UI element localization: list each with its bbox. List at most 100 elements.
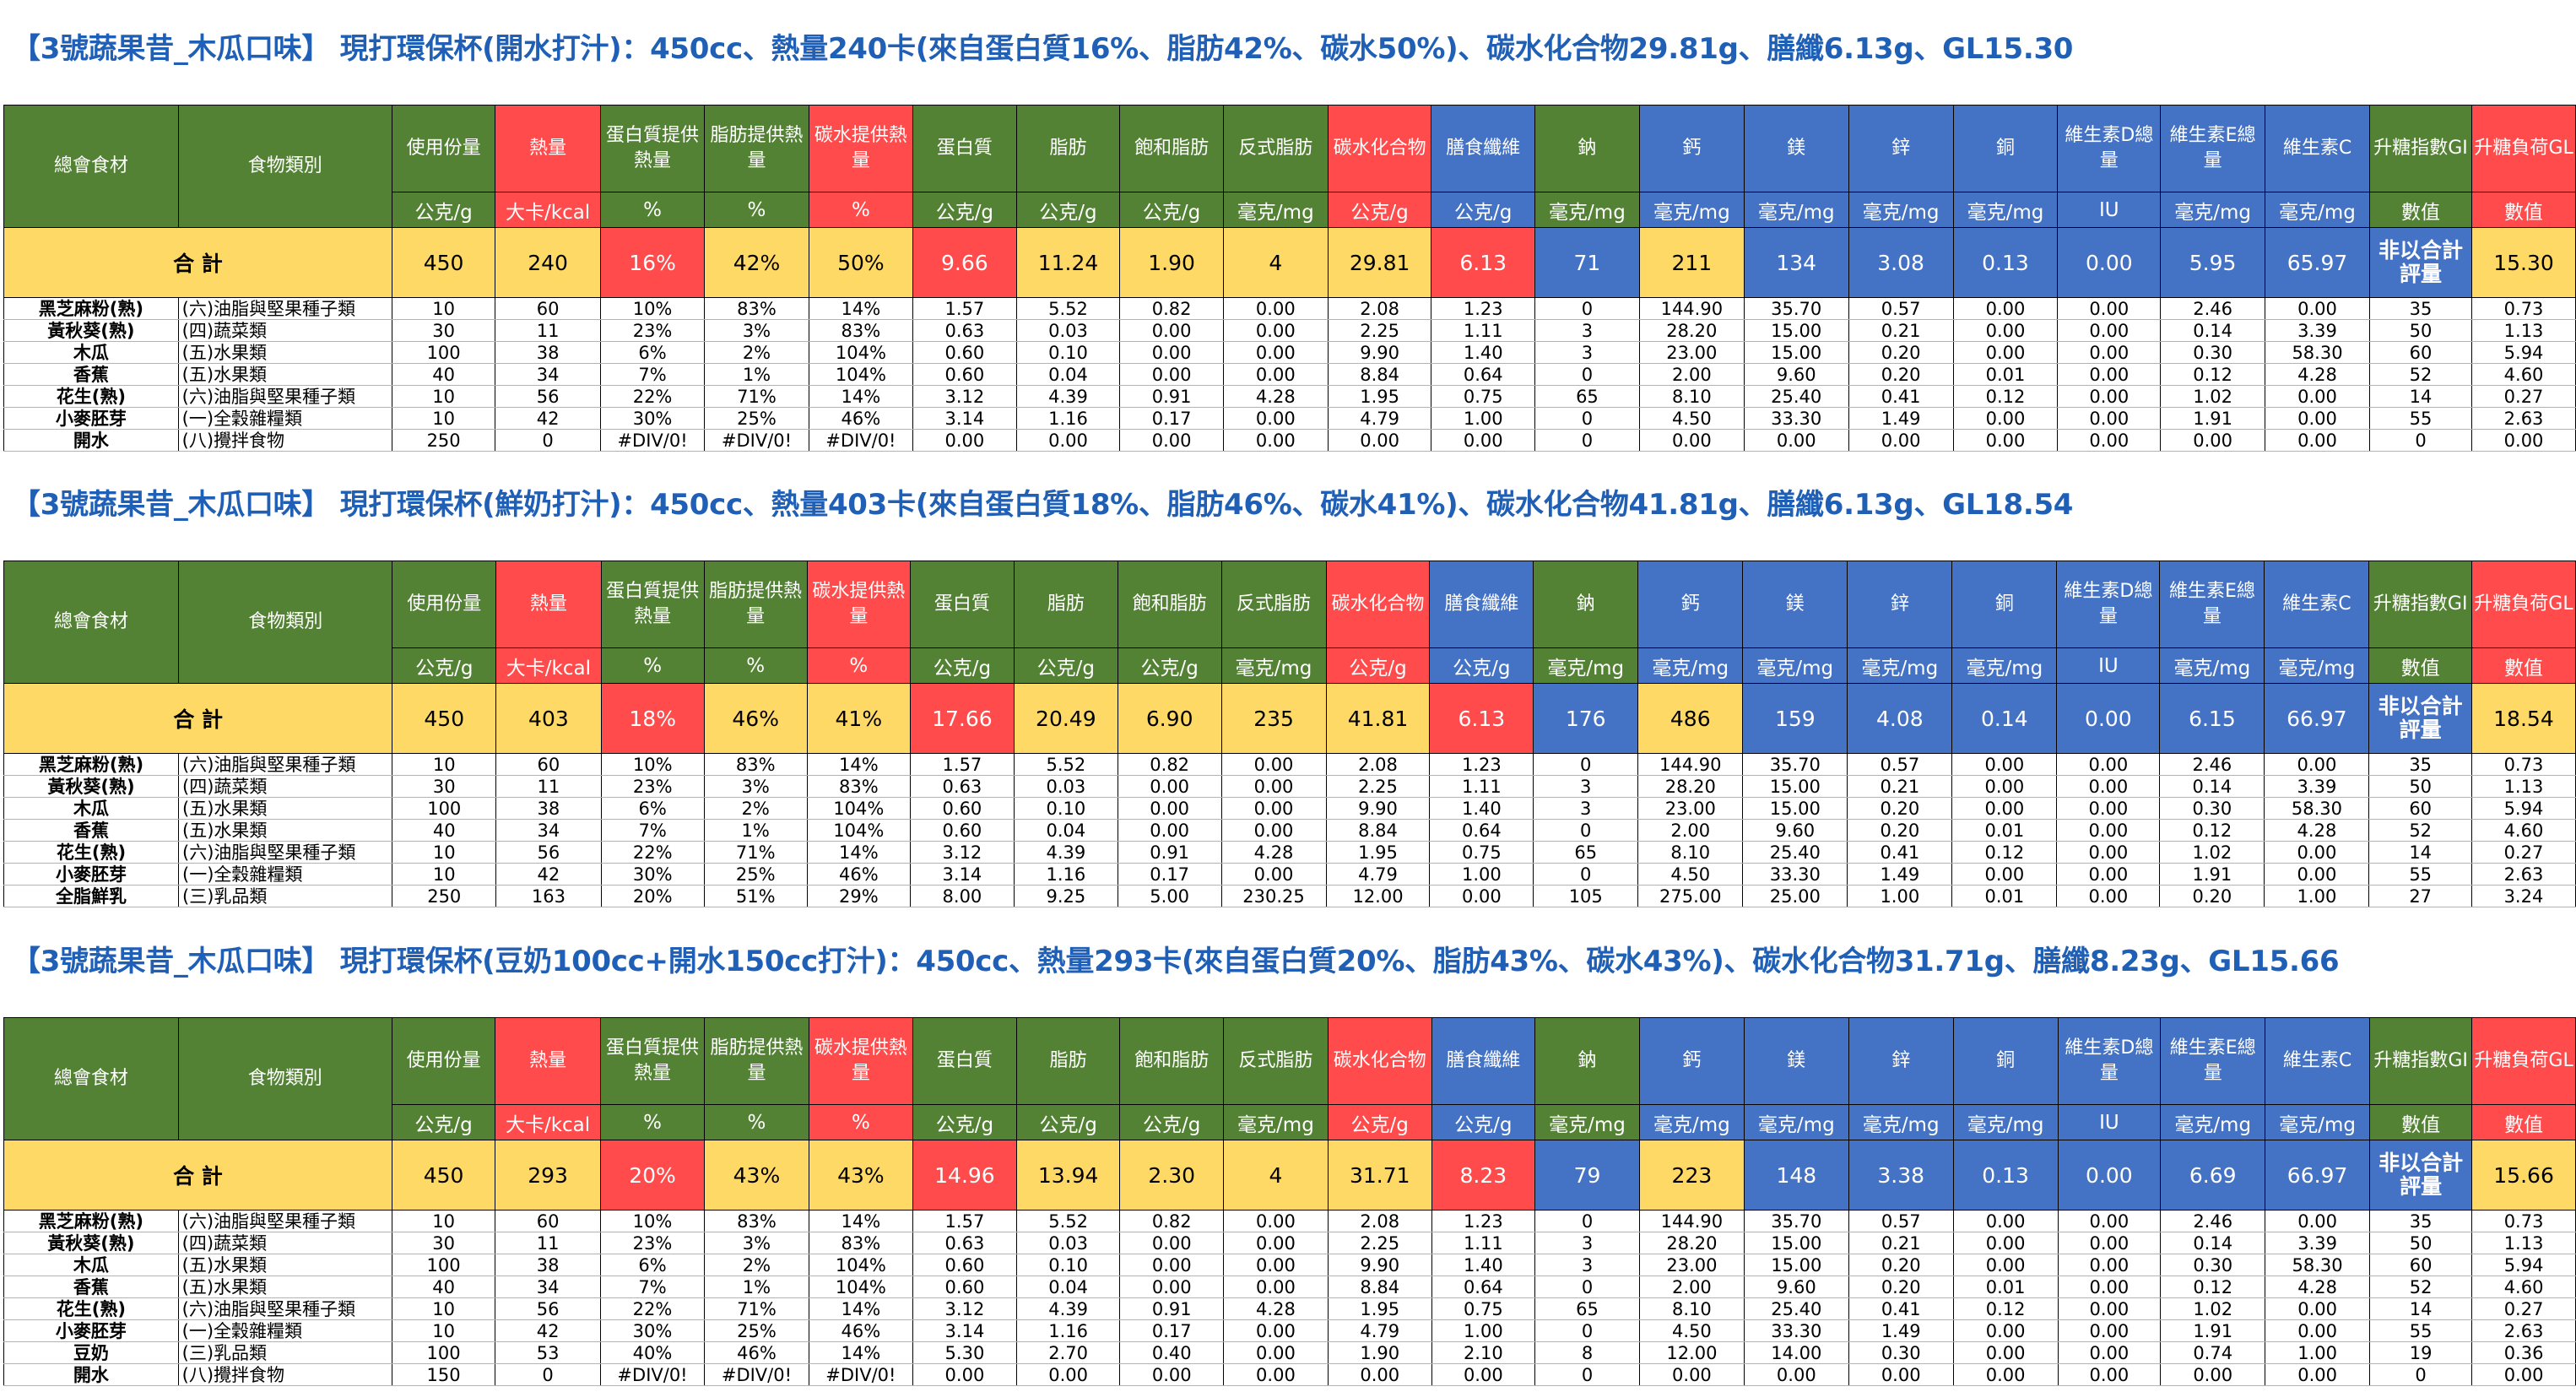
value-cell: 0.60 [909,797,1015,820]
value-cell: 250 [391,429,496,452]
table-row: 黃秋葵(熟) (四)蔬菜類 30 11 23% 3% 83% 0.63 0.03 0.00 0.00… [3,1232,2576,1254]
unit-cell: 數值 [2471,1104,2576,1140]
column-header: 脂肪 [1013,561,1118,648]
value-cell: 1.49 [1848,1319,1954,1342]
value-cell: 35 [2369,1210,2473,1232]
food-category: (五)水果類 [178,797,393,820]
value-cell: 7% [599,363,706,386]
value-cell: 0.00 [2057,1210,2162,1232]
total-cell: 4.08 [1847,683,1953,754]
value-cell: 0.36 [2471,1341,2576,1364]
value-cell: 12.00 [1325,885,1431,907]
column-header: 鈣 [1638,1017,1745,1105]
value-cell: 83% [808,1232,914,1254]
value-cell: 10 [391,1319,496,1342]
value-cell: 10 [391,407,496,430]
total-cell: 223 [1638,1140,1745,1211]
value-cell: 2% [703,797,808,820]
value-cell: 40 [391,363,496,386]
unit-cell: 毫克/mg [1533,647,1639,684]
value-cell: 4.28 [1222,1297,1329,1320]
total-cell: 18% [600,683,705,754]
value-cell: 3 [1533,797,1639,820]
value-cell: 0.00 [1117,819,1222,842]
value-cell: 4.50 [1637,863,1744,886]
value-cell: 50 [2368,775,2472,798]
column-header: 脂肪 [1015,1017,1121,1105]
total-cell: 非以合計評量 [2369,1140,2473,1211]
value-cell: 0.00 [1951,797,2058,820]
column-header: 鎂 [1742,561,1848,648]
column-header: 鈣 [1638,105,1745,192]
value-cell: 0.00 [1952,1254,2059,1276]
value-cell: 0.00 [1222,429,1329,452]
unit-cell: 毫克/mg [1638,192,1745,228]
value-cell: 4.39 [1015,385,1121,408]
column-header: 升糖負荷GL [2471,105,2576,192]
value-cell: 2.63 [2471,1319,2576,1342]
value-cell: 34 [495,1276,601,1298]
food-category: (六)油脂與堅果種子類 [177,385,392,408]
column-header: 碳水化合物 [1325,561,1431,648]
ingredient-name: 木瓜 [3,797,180,820]
value-cell: 83% [704,297,809,320]
value-cell: 0.00 [1222,1232,1329,1254]
value-cell: 1.49 [1848,407,1954,430]
column-header: 熱量 [495,105,601,192]
value-cell: 0.00 [2265,1210,2371,1232]
column-header: 蛋白質提供熱量 [599,1017,706,1105]
value-cell: 35 [2368,753,2472,776]
value-cell: 14% [808,297,914,320]
value-cell: 0.00 [2265,429,2370,452]
value-cell: 33.30 [1742,863,1848,886]
value-cell: 35.70 [1742,753,1848,776]
value-cell: 0.00 [1222,297,1329,320]
unit-cell: 毫克/mg [2159,647,2265,684]
unit-row: 公克/g 大卡/kcal%%% 公克/g 公克/g 公克/g 毫克/mg 公克/g 公克/g 毫… [4,647,2576,684]
value-cell: 0.00 [2471,429,2576,452]
value-cell: 0.00 [2057,319,2162,342]
unit-cell: 數值 [2470,647,2576,684]
unit-cell: 毫克/mg [2265,192,2370,228]
value-cell: 0.60 [912,1276,1017,1298]
value-cell: 8.84 [1327,363,1432,386]
total-cell: 450 [391,1140,496,1211]
value-cell: 0.00 [1220,797,1327,820]
value-cell: 9.90 [1327,341,1432,364]
value-cell: 0.75 [1431,1297,1536,1320]
value-cell: 0.30 [2160,341,2266,364]
food-category: (一)全穀雜糧類 [177,407,392,430]
value-cell: 5.30 [912,1341,1017,1364]
value-cell: 12.00 [1638,1341,1745,1364]
unit-cell: 數值 [2368,647,2472,684]
table-row: 小麥胚芽 (一)全穀雜糧類 10 42 30% 25% 46% 3.14 1.16 0.17 0.0… [3,863,2576,886]
table-row: 開水 (八)攪拌食物 150 0 #DIV/0! #DIV/0! #DIV/0! 0.00 0.… [3,1363,2576,1386]
value-cell: 0.00 [1951,863,2058,886]
value-cell: 0.00 [2057,341,2162,364]
value-cell: #DIV/0! [599,1363,706,1386]
value-cell: 4.50 [1638,407,1745,430]
table-row: 豆奶 (三)乳品類 100 53 40% 46% 14% 5.30 2.70 0.40 0.00 1.… [3,1341,2576,1364]
value-cell: 0.00 [2160,429,2266,452]
value-cell: 15.00 [1743,1232,1849,1254]
value-cell: 3 [1534,1254,1640,1276]
value-cell: 23% [599,1232,706,1254]
table-row: 香蕉 (五)水果類 40 34 7% 1% 104% 0.60 0.04 0.00 0.00 8.84… [3,819,2576,842]
table-row: 花生(熟) (六)油脂與堅果種子類 10 56 22% 71% 14% 3.12 4.39 0.9… [3,385,2576,408]
column-header: 膳食纖維 [1431,1017,1536,1105]
column-header: 膳食纖維 [1429,561,1534,648]
value-cell: 0.00 [1952,429,2059,452]
total-cell: 211 [1638,227,1745,298]
value-cell: 0.12 [1951,841,2058,864]
unit-cell: 毫克/mg [1848,1104,1954,1140]
value-cell: 2.46 [2160,297,2266,320]
column-header: 反式脂肪 [1222,105,1329,192]
value-cell: 0.12 [2160,1276,2266,1298]
column-header: 蛋白質 [912,105,1017,192]
value-cell: 1.91 [2160,407,2266,430]
value-cell: 4.28 [1220,841,1327,864]
ingredient-name: 黃秋葵(熟) [3,1232,179,1254]
column-header: 蛋白質 [909,561,1015,648]
value-cell: 3% [703,775,808,798]
value-cell: 3.12 [912,1297,1017,1320]
